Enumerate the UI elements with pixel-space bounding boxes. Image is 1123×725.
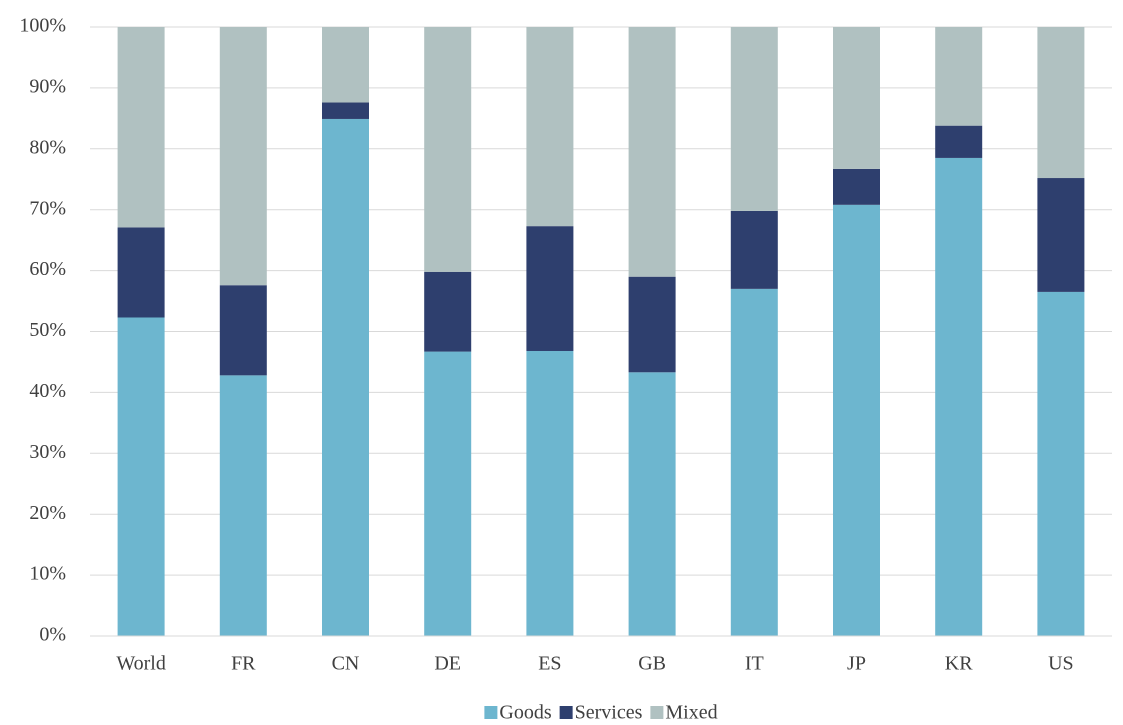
bar-segment	[628, 276, 676, 373]
x-tick-label: CN	[332, 653, 360, 675]
x-tick-label: World	[116, 653, 166, 675]
y-tick-label: 30%	[29, 441, 66, 463]
y-tick-label: 100%	[19, 15, 66, 37]
x-tick-label: JP	[847, 653, 866, 675]
bar-segment	[526, 350, 574, 636]
bar-segment	[935, 125, 983, 158]
bar-segment	[117, 227, 165, 318]
bar-segment	[219, 27, 267, 286]
bar-segment	[730, 288, 778, 636]
bar-segment	[628, 27, 676, 277]
legend-swatch	[559, 706, 573, 719]
y-tick-label: 60%	[29, 258, 66, 280]
bar-segment	[117, 27, 165, 228]
bar-segment	[730, 27, 778, 211]
bar-segment	[833, 168, 880, 205]
x-tick-label: IT	[745, 653, 764, 675]
bar-segment	[322, 118, 369, 637]
bar-segment	[117, 317, 165, 636]
y-tick-label: 10%	[29, 563, 66, 585]
y-tick-label: 0%	[39, 624, 66, 646]
legend-swatch	[650, 706, 664, 719]
bar-segment	[424, 271, 472, 352]
bar-segment	[935, 157, 983, 636]
y-tick-label: 80%	[29, 136, 66, 158]
bar-segment	[730, 210, 778, 289]
legend-label: Services	[575, 702, 643, 724]
bar-segment	[526, 226, 574, 351]
bar-segment	[1037, 178, 1085, 292]
bar-segment	[1037, 27, 1085, 179]
bar-segment	[833, 204, 880, 636]
bar-segment	[322, 27, 369, 103]
bar-segment	[424, 27, 472, 272]
bar-segment	[322, 102, 369, 119]
y-tick-label: 50%	[29, 319, 66, 341]
y-tick-label: 20%	[29, 502, 66, 524]
legend-label: Goods	[499, 702, 551, 724]
y-tick-label: 70%	[29, 197, 66, 219]
x-tick-label: US	[1048, 653, 1074, 675]
bar-segment	[219, 375, 267, 636]
y-tick-label: 40%	[29, 380, 66, 402]
x-tick-label: DE	[434, 653, 461, 675]
bar-segment	[935, 27, 983, 126]
bar-segment	[219, 285, 267, 376]
bar-segment	[1037, 291, 1085, 636]
y-tick-label: 90%	[29, 75, 66, 97]
x-tick-label: ES	[538, 653, 561, 675]
x-tick-label: KR	[945, 653, 973, 675]
legend-swatch	[484, 706, 498, 719]
bar-segment	[526, 27, 574, 227]
bar-segment	[628, 372, 676, 636]
legend-label: Mixed	[665, 702, 717, 724]
x-tick-label: GB	[638, 653, 666, 675]
bar-segment	[424, 351, 472, 636]
x-tick-label: FR	[231, 653, 256, 675]
bar-segment	[833, 27, 880, 169]
